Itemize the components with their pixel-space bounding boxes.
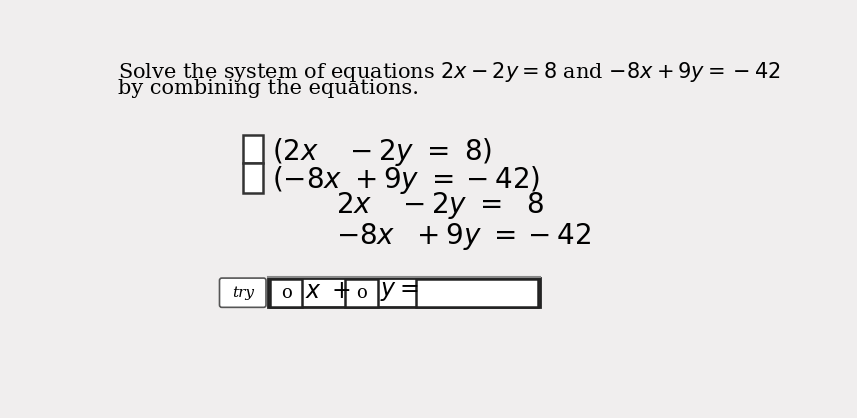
FancyBboxPatch shape <box>219 278 266 307</box>
Bar <box>345 279 378 306</box>
Text: $-8x\ \ +9y\ =-42$: $-8x\ \ +9y\ =-42$ <box>336 221 591 252</box>
Text: try: try <box>231 286 254 300</box>
Text: $(2x\quad -2y\ =\ 8)$: $(2x\quad -2y\ =\ 8)$ <box>273 136 493 168</box>
Text: $2x\quad -2y\ =\ \ 8$: $2x\quad -2y\ =\ \ 8$ <box>336 190 544 221</box>
Bar <box>268 278 540 307</box>
Text: Solve the system of equations $2x - 2y = 8$ and $-8x + 9y = -42$: Solve the system of equations $2x - 2y =… <box>118 60 781 84</box>
Text: o: o <box>356 284 367 302</box>
Bar <box>270 279 303 306</box>
Bar <box>243 135 263 163</box>
Text: $y=$: $y=$ <box>380 280 418 303</box>
Text: $x\ +$: $x\ +$ <box>305 280 351 303</box>
Text: o: o <box>281 284 291 302</box>
Bar <box>243 163 263 194</box>
Text: $(-8x\ +9y\ =-42)$: $(-8x\ +9y\ =-42)$ <box>273 164 540 196</box>
Text: by combining the equations.: by combining the equations. <box>118 79 419 98</box>
Bar <box>416 279 538 306</box>
